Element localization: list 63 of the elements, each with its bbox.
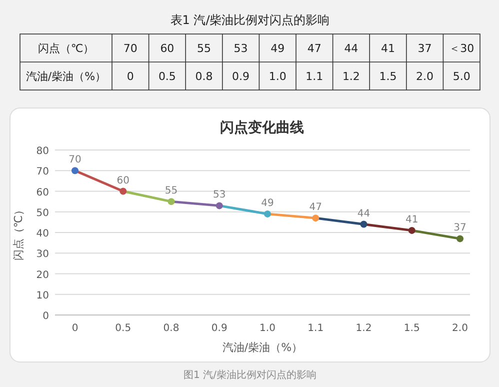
text: 5.0 (452, 70, 470, 83)
text: 1.1 (306, 70, 324, 83)
text: 2.0 (416, 70, 434, 83)
x-tick-label: 1.5 (404, 323, 420, 334)
text: 47 (307, 42, 322, 55)
point (168, 198, 175, 206)
y-tick-label: 70 (36, 166, 49, 178)
point (456, 235, 464, 242)
text: 0.8 (195, 70, 213, 83)
text: 37 (418, 42, 432, 55)
y-tick-label: 50 (36, 208, 49, 219)
y-tick-label: 10 (36, 290, 49, 302)
data-label: 70 (68, 154, 82, 166)
text: 41 (381, 42, 395, 55)
category-label: 汽油/柴油（%） (26, 70, 106, 83)
text: ＜30 (449, 42, 474, 55)
x-tick-label: 0.8 (163, 323, 180, 334)
x-tick-label: 0.9 (211, 323, 228, 334)
text: 0.9 (232, 70, 250, 83)
y-tick-label: 0 (42, 311, 49, 322)
text: 44 (344, 42, 358, 55)
y-tick-label: 40 (36, 228, 49, 240)
data-label: 37 (454, 222, 466, 234)
x-tick-label: 2.0 (452, 323, 468, 334)
point (264, 210, 271, 218)
x-axis-title: 汽油/柴油（%） (222, 341, 303, 354)
data-label: 44 (357, 208, 370, 220)
point (120, 188, 127, 195)
point (72, 167, 78, 174)
chart-title: 闪点变化曲线 (220, 119, 304, 136)
caption: 图1 汽/柴油比例对闪点的影响 (184, 369, 316, 381)
point (312, 214, 320, 222)
y-tick-label: 20 (36, 270, 49, 281)
y-tick-label: 30 (36, 249, 49, 260)
text: 60 (160, 42, 174, 55)
text: 53 (234, 42, 248, 55)
data-label: 60 (116, 175, 130, 186)
data-label: 49 (261, 198, 274, 209)
x-tick-label: 1.2 (356, 323, 372, 334)
category-label: 闪点（℃） (38, 42, 94, 55)
text: 1.2 (342, 70, 360, 83)
text: 0 (126, 70, 134, 83)
x-tick-label: 1.0 (260, 323, 276, 334)
point (408, 226, 416, 234)
text: 1.0 (268, 70, 286, 83)
data-label: 47 (309, 202, 322, 214)
y-tick-label: 80 (36, 146, 49, 157)
data-label: 53 (213, 190, 226, 201)
x-tick-label: 0 (72, 323, 78, 334)
text: 70 (123, 42, 138, 55)
data-label: 41 (406, 214, 418, 226)
x-tick-label: 1.1 (308, 323, 324, 334)
text: 表1 汽/柴油比例对闪点的影响 (170, 13, 330, 27)
point (360, 220, 368, 228)
data-label: 55 (164, 186, 178, 197)
y-tick-label: 60 (36, 187, 49, 198)
text: 1.5 (379, 70, 397, 83)
x-tick-label: 0.5 (115, 323, 132, 334)
text: 55 (197, 42, 211, 55)
point (216, 202, 223, 210)
text: 0.5 (158, 70, 176, 83)
text: 49 (270, 42, 285, 55)
y-axis-title: 闪点（℃） (12, 204, 25, 261)
